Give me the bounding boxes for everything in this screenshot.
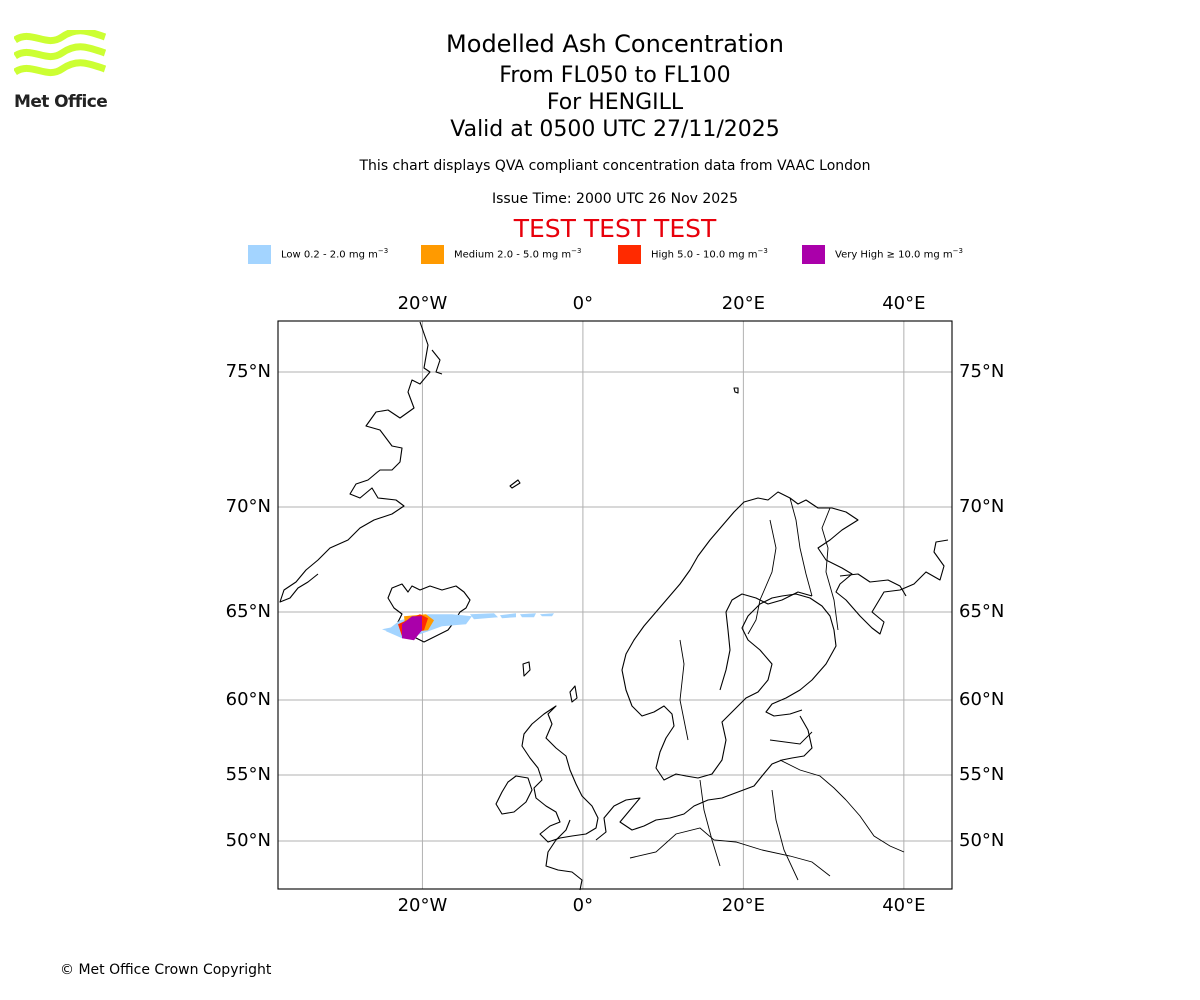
border-central-europe: [629, 779, 905, 881]
legend-item-very-high: Very High ≥ 10.0 mg m−3: [802, 244, 963, 264]
ash-low-tail-3: [519, 613, 536, 618]
volcano-name: For HENGILL: [546, 90, 684, 115]
great-britain-coast: [521, 705, 599, 843]
tick-top-0: 0°: [572, 293, 594, 314]
tick-right-75n: 75°N: [959, 361, 1005, 382]
logo-wordmark: Met Office: [14, 92, 108, 112]
country-borders: [629, 497, 905, 881]
legend-label-medium: Medium 2.0 - 5.0 mg m−3: [454, 247, 582, 261]
europe-coast: [545, 715, 813, 891]
shetland: [569, 685, 578, 703]
tick-bottom-40e: 40°E: [882, 895, 926, 916]
tick-right-65n: 65°N: [959, 601, 1005, 622]
compliance-note: This chart displays QVA compliant concen…: [359, 158, 871, 174]
legend-swatch-low: [248, 244, 271, 264]
legend-swatch-high: [618, 244, 641, 264]
greenland-coast: [279, 321, 431, 603]
issue-time: Issue Time: 2000 UTC 26 Nov 2025: [491, 191, 739, 207]
border-sweden-finland: [789, 497, 813, 597]
gulf-of-bothnia: [719, 591, 813, 691]
legend-label-low: Low 0.2 - 2.0 mg m−3: [281, 247, 389, 261]
ash-low-tail-1: [469, 613, 498, 620]
tick-top-20e: 20°E: [721, 293, 766, 314]
border-baltics: [769, 731, 847, 801]
jan-mayen: [509, 479, 521, 489]
tick-left-75n: 75°N: [225, 361, 271, 382]
ash-low-tail-4: [539, 613, 554, 617]
valid-time: Valid at 0500 UTC 27/11/2025: [450, 117, 780, 142]
chart-title: Modelled Ash Concentration: [446, 30, 784, 58]
logo-waves: [14, 30, 106, 77]
tick-right-70n: 70°N: [959, 496, 1005, 517]
legend-item-medium: Medium 2.0 - 5.0 mg m−3: [421, 244, 581, 264]
graticule: [278, 321, 952, 889]
scandinavia-coast: [621, 491, 949, 781]
tick-left-70n: 70°N: [225, 496, 271, 517]
copyright-notice: © Met Office Crown Copyright: [60, 962, 272, 978]
legend-swatch-medium: [421, 244, 444, 264]
flight-level-range: From FL050 to FL100: [499, 63, 731, 88]
legend-swatch-very-high: [802, 244, 825, 264]
tick-right-55n: 55°N: [959, 764, 1005, 785]
legend-item-high: High 5.0 - 10.0 mg m−3: [618, 244, 768, 264]
tick-bottom-20e: 20°E: [721, 895, 766, 916]
tick-top-40e: 40°E: [882, 293, 926, 314]
ash-plume: [381, 613, 554, 641]
tick-bottom-0: 0°: [572, 895, 594, 916]
tick-left-60n: 60°N: [225, 689, 271, 710]
border-norway-sweden: [747, 519, 777, 635]
ash-low-west: [381, 627, 392, 633]
tick-left-55n: 55°N: [225, 764, 271, 785]
met-office-logo-icon: [14, 30, 106, 77]
tick-right-50n: 50°N: [959, 830, 1005, 851]
ireland-coast: [495, 775, 533, 815]
legend-label-high: High 5.0 - 10.0 mg m−3: [651, 247, 768, 261]
white-sea: [839, 573, 907, 597]
tick-left-50n: 50°N: [225, 830, 271, 851]
tick-left-65n: 65°N: [225, 601, 271, 622]
border-norway-south: [679, 639, 689, 741]
greenland-inlet: [431, 349, 443, 375]
tick-bottom-20w: 20°W: [397, 895, 448, 916]
tick-right-60n: 60°N: [959, 689, 1005, 710]
legend-label-very-high: Very High ≥ 10.0 mg m−3: [835, 247, 963, 261]
ash-very-high: [401, 616, 422, 641]
coastlines: [279, 321, 949, 891]
tick-top-20w: 20°W: [397, 293, 448, 314]
map-frame: [277, 320, 953, 890]
legend-item-low: Low 0.2 - 2.0 mg m−3: [248, 244, 388, 264]
faroe-islands: [522, 661, 531, 677]
test-banner: TEST TEST TEST: [513, 214, 717, 243]
ash-low-tail-2: [499, 613, 516, 619]
bear-island: [733, 387, 739, 394]
border-finland-russia: [821, 507, 839, 631]
